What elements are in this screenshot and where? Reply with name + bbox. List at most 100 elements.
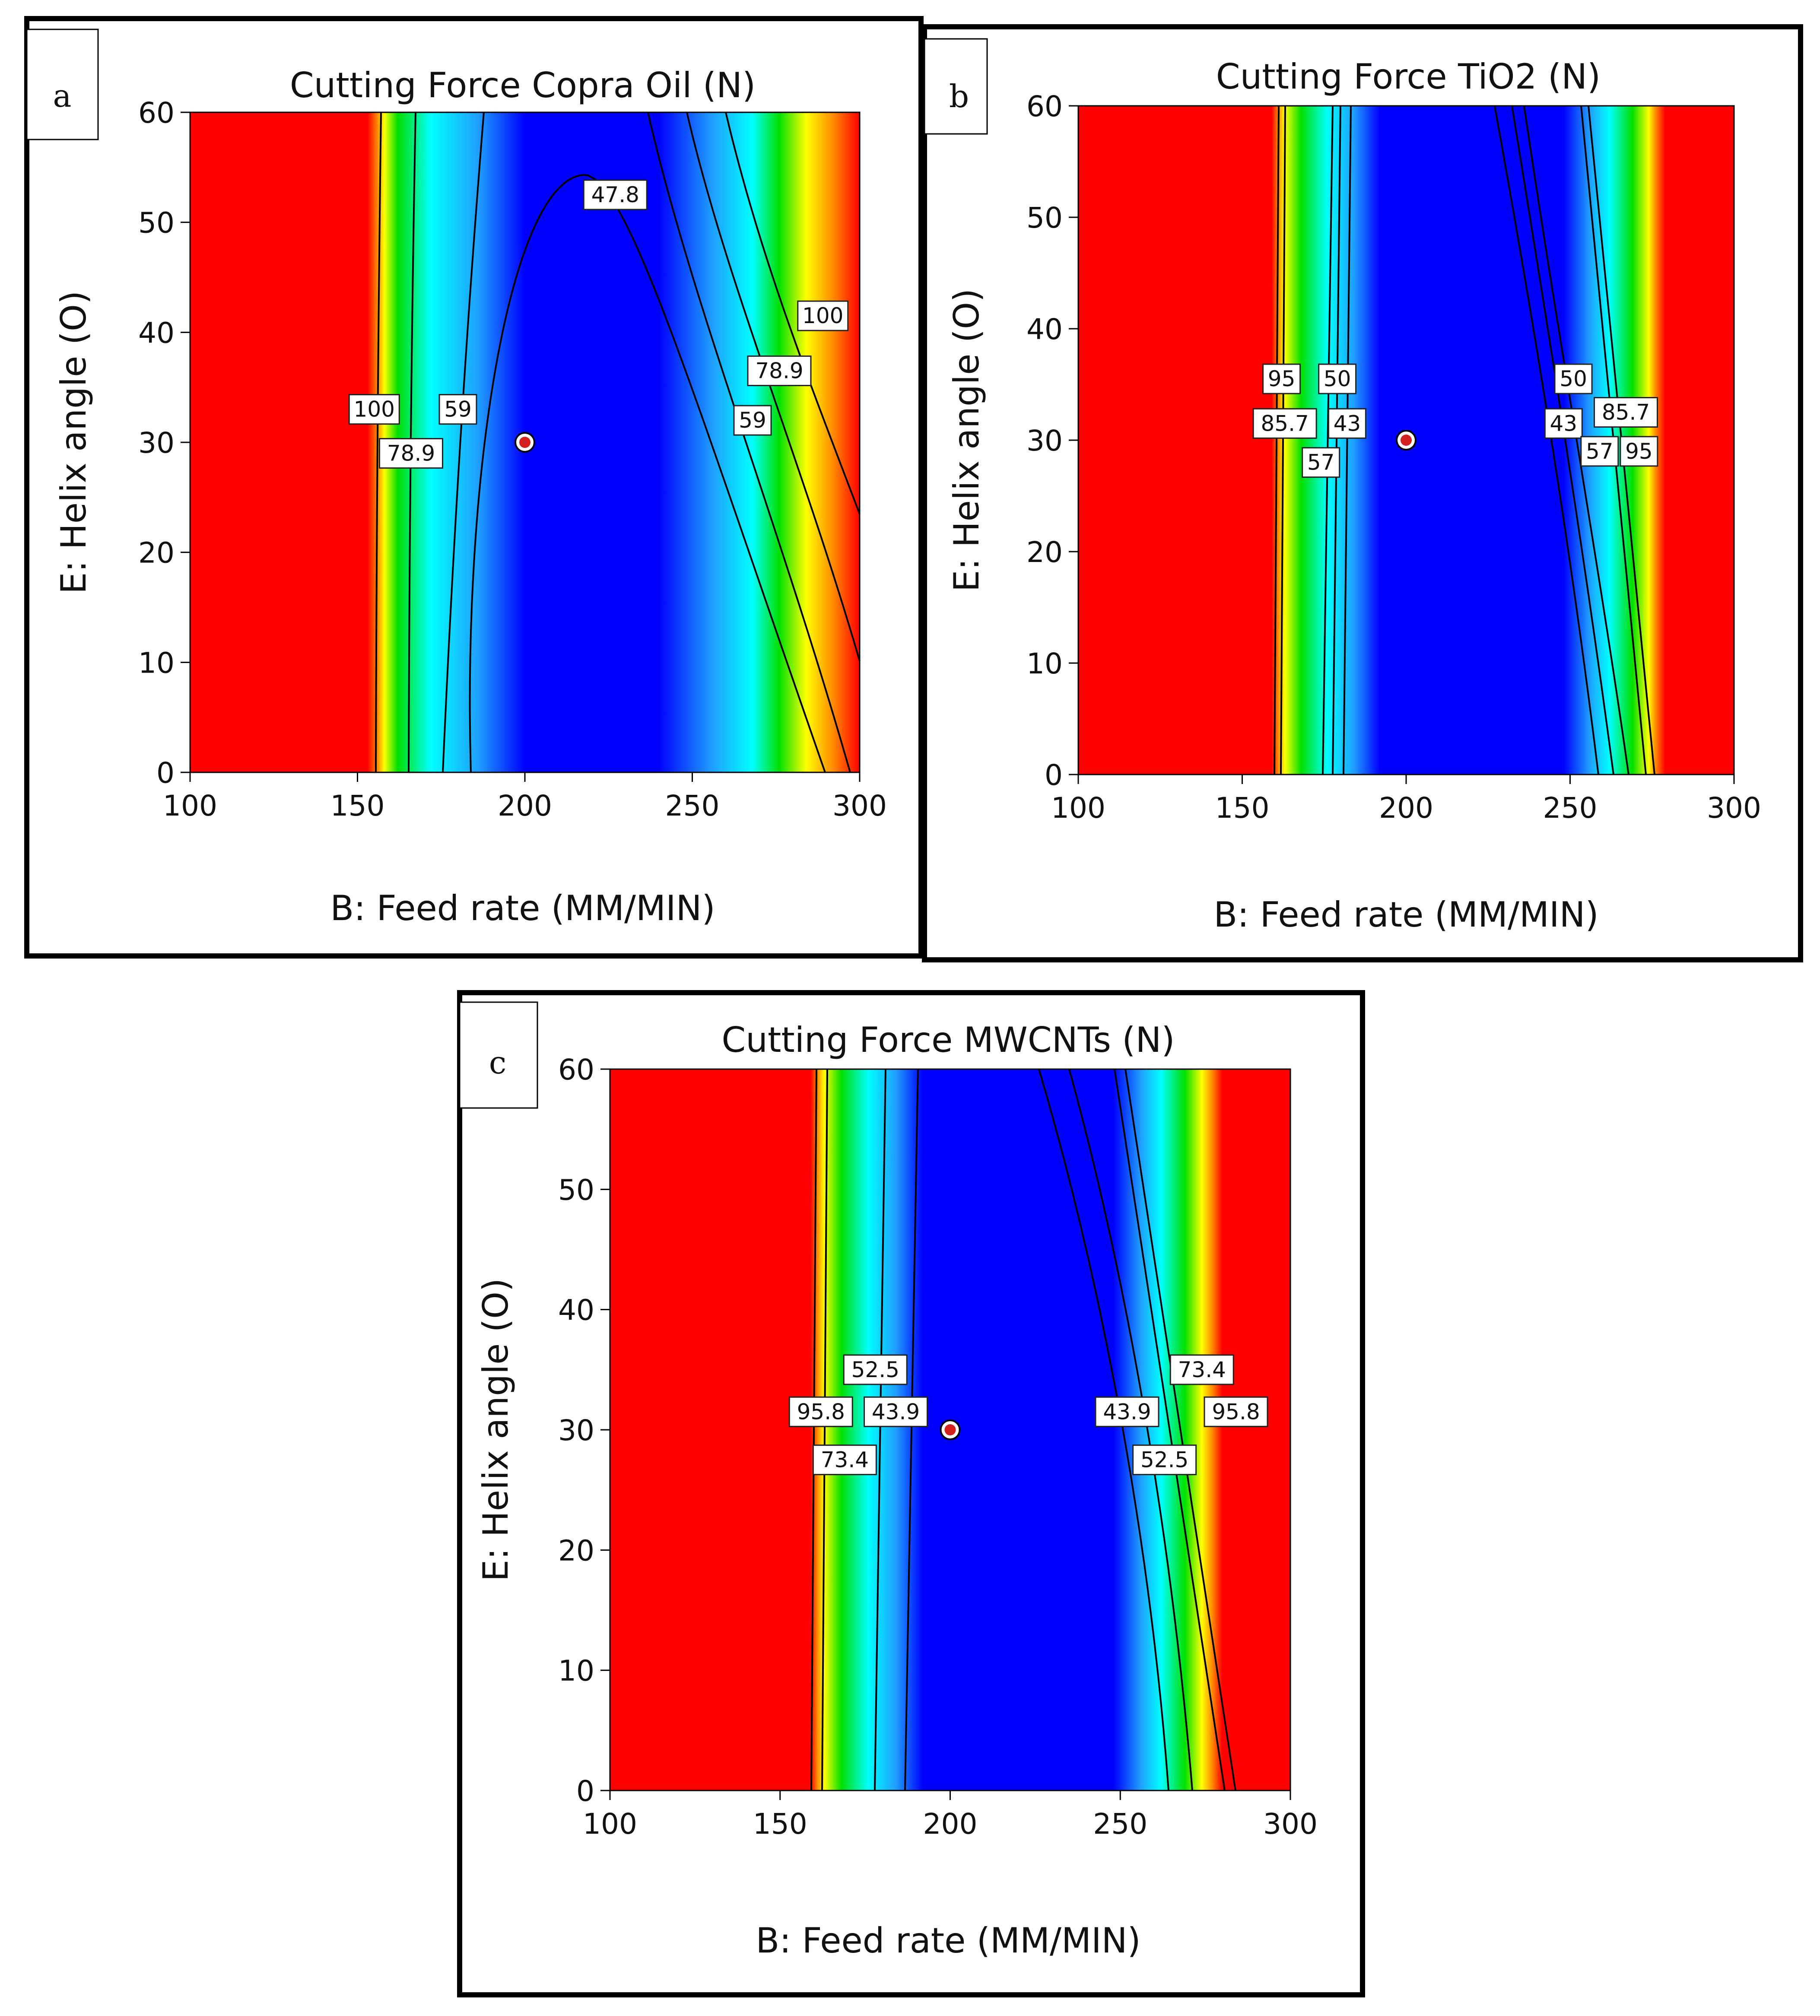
y-tick-label: 0: [1045, 759, 1063, 792]
y-tick-label: 10: [138, 646, 175, 679]
y-tick-label: 50: [138, 206, 175, 240]
x-tick-label: 200: [923, 1807, 978, 1841]
x-tick-label: 250: [1093, 1807, 1147, 1841]
y-tick-label: 20: [138, 537, 175, 570]
contour-label-box: [1262, 363, 1301, 394]
contour-label-box: [1594, 397, 1658, 428]
contour-label: 50: [1324, 366, 1351, 391]
x-tick-label: 200: [1379, 791, 1433, 825]
y-tick-label: 10: [1026, 647, 1063, 680]
contour-label-box: [812, 1445, 877, 1476]
contour-line-57-right: [1523, 105, 1629, 775]
contour-label: 43: [1334, 411, 1361, 436]
contour-label: 52.5: [1140, 1448, 1188, 1473]
contour-label-box: [788, 1396, 853, 1427]
y-tick-label: 20: [558, 1534, 594, 1567]
design-center-a: [515, 432, 535, 453]
y-axis-title-b: E: Helix angle (O): [947, 289, 987, 592]
contour-line-73.4-left: [821, 1069, 828, 1791]
y-tick-label: 0: [156, 756, 175, 790]
contour-label-box: [864, 1396, 928, 1427]
contour-label: 57: [1586, 439, 1614, 464]
y-axis-title-a: E: Helix angle (O): [54, 291, 94, 594]
x-tick-label: 200: [498, 789, 552, 822]
y-tick-label: 40: [138, 316, 175, 349]
contour-label-box: [1252, 408, 1317, 439]
y-tick-label: 60: [558, 1053, 594, 1086]
x-tick-label: 150: [330, 789, 385, 822]
contour-label: 59: [444, 397, 472, 422]
contour-line-95.8-right: [1124, 1069, 1236, 1791]
y-tick-label: 0: [576, 1775, 594, 1808]
contour-label: 95.8: [797, 1399, 845, 1424]
panel-letter-box-a: [26, 29, 99, 140]
x-axis-title-c: B: Feed rate (MM/MIN): [756, 1921, 1140, 1961]
x-ticks-b: 100 150 200 250 300: [1051, 775, 1761, 825]
contour-line-57-left: [1322, 105, 1334, 775]
x-tick-label: 150: [753, 1807, 807, 1841]
panel-frame-b: [922, 24, 1803, 962]
panel-letter-a: a: [53, 78, 72, 114]
y-ticks-c: 0 10 20 30 40 50 60: [558, 1053, 610, 1808]
design-center-dot: [1401, 435, 1412, 446]
contour-label: 57: [1307, 450, 1335, 475]
contour-label-box: [843, 1354, 908, 1385]
contour-label-box: [1318, 363, 1357, 394]
contour-label-box: [747, 355, 812, 386]
contour-label-box: [797, 300, 849, 331]
contour-line-43-right: [1494, 105, 1599, 775]
chart-title-c: Cutting Force MWCNTs (N): [721, 1020, 1175, 1060]
chart-panel-b: b Cutting Force TiO2 (N) 95 85.7 50 43 57 50 4…: [922, 24, 1803, 962]
design-center-b: [1396, 430, 1417, 451]
x-tick-label: 250: [1543, 791, 1598, 825]
contour-label-box: [1620, 436, 1658, 467]
contour-label: 95: [1268, 366, 1296, 391]
contour-line-100-right: [725, 112, 861, 514]
panel-letter-c: c: [489, 1045, 506, 1081]
contour-line-85.7-left: [1280, 105, 1286, 775]
x-tick-label: 100: [163, 789, 217, 822]
y-tick-label: 30: [138, 426, 175, 460]
contour-line-95.8-left: [810, 1069, 817, 1791]
x-tick-label: 150: [1215, 791, 1270, 825]
contour-label: 47.8: [591, 182, 639, 207]
panel-letter-b: b: [949, 78, 969, 114]
contour-label: 73.4: [821, 1448, 869, 1473]
contour-labels-c: 52.595.8 43.973.443.973.495.852.5: [788, 1354, 1268, 1476]
x-tick-label: 300: [1263, 1807, 1318, 1841]
y-axis-title-c: E: Helix angle (O): [476, 1278, 516, 1581]
panel-letter-box-c: [459, 1001, 538, 1109]
contour-label: 78.9: [387, 441, 435, 466]
x-axis-title-a: B: Feed rate (MM/MIN): [330, 888, 715, 928]
contour-line-100-left: [375, 112, 382, 773]
x-tick-label: 100: [1051, 791, 1105, 825]
contour-line-78.9-left: [408, 112, 416, 773]
chart-panel-c: c Cutting Force MWCNTs (N) 52.595.8 43.97…: [457, 990, 1365, 1997]
contour-label-box: [1132, 1445, 1197, 1476]
y-tick-label: 10: [558, 1654, 594, 1688]
y-tick-label: 50: [558, 1173, 594, 1206]
contour-line-43-left: [1343, 105, 1352, 775]
contour-label: 95.8: [1212, 1399, 1260, 1424]
contour-label: 73.4: [1178, 1357, 1226, 1382]
contour-label: 43.9: [872, 1399, 920, 1424]
contour-label-box: [379, 438, 443, 469]
y-tick-label: 30: [558, 1414, 594, 1447]
contour-line-43.9-left: [904, 1069, 919, 1791]
contour-label-box: [1554, 363, 1593, 394]
contour-label-box: [1580, 436, 1619, 467]
design-center-dot: [519, 437, 530, 448]
chart-title-b: Cutting Force TiO2 (N): [1216, 57, 1601, 97]
x-tick-label: 100: [583, 1807, 637, 1841]
x-ticks-a: 100 150 200 250 300: [163, 772, 887, 822]
contour-labels-a: 100 78.9 59 47.8 59 78.9 100: [348, 179, 849, 469]
x-tick-label: 300: [832, 789, 887, 822]
contour-line-73.4-right: [1114, 1069, 1226, 1791]
contour-line-47.8: [469, 174, 826, 773]
contour-label-box: [1169, 1354, 1234, 1385]
contour-label-box: [348, 394, 400, 425]
contour-label: 95: [1625, 439, 1653, 464]
y-tick-label: 40: [558, 1294, 594, 1327]
contour-label: 59: [739, 408, 766, 433]
